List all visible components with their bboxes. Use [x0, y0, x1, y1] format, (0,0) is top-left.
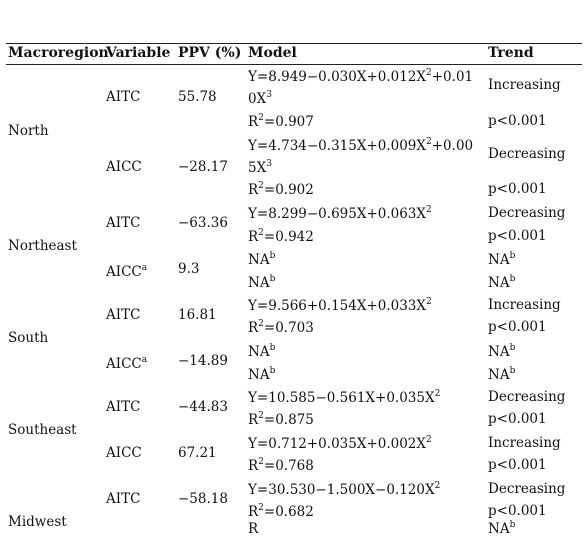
model-equation: Y=0.712+0.035X+0.002X2 — [248, 435, 432, 453]
model-r2: R2=0.907 — [248, 113, 314, 131]
model-equation: Y=8.949−0.030X+0.012X2+0.01 — [248, 68, 474, 86]
header-rule — [6, 64, 582, 65]
header-ppv: PPV (%) — [178, 45, 242, 61]
p-value-cell: p<0.001 — [488, 411, 547, 427]
ppv-cell: −44.83 — [178, 399, 228, 415]
p-value-na: NAb — [488, 366, 516, 384]
variable-cell: AITC — [106, 89, 141, 105]
ppv-cell: 55.78 — [178, 89, 217, 105]
variable-cell: AITC — [106, 399, 141, 415]
model-equation: Y=4.734−0.315X+0.009X2+0.00 — [248, 137, 474, 155]
model-equation: Y=8.299−0.695X+0.063X2 — [248, 205, 432, 223]
trend-cell: Decreasing — [488, 146, 566, 162]
model-equation: Y=30.530−1.500X−0.120X2 — [248, 481, 441, 499]
trend-cell: Increasing — [488, 297, 561, 313]
trend-na-partial: NAb — [488, 520, 516, 538]
trend-cell: Decreasing — [488, 205, 566, 221]
model-equation: Y=10.585−0.561X+0.035X2 — [248, 389, 441, 407]
ppv-cell: 16.81 — [178, 307, 217, 323]
model-partial: R — [248, 521, 259, 537]
trend-cell: Increasing — [488, 77, 561, 93]
model-r2: R2=0.703 — [248, 319, 314, 337]
variable-cell: AITC — [106, 215, 141, 231]
model-r2: R2=0.768 — [248, 457, 314, 475]
trend-cell: Increasing — [488, 435, 561, 451]
trend-na: NAb — [488, 343, 516, 361]
region-label: North — [8, 123, 49, 139]
ppv-cell: 9.3 — [178, 261, 200, 277]
p-value-cell: p<0.001 — [488, 457, 547, 473]
variable-cell: AICCa — [106, 263, 148, 281]
p-value-cell: p<0.001 — [488, 319, 547, 335]
header-macroregion: Macroregion — [8, 45, 109, 61]
variable-cell: AICC — [106, 159, 142, 175]
ppv-cell: −58.18 — [178, 491, 228, 507]
variable-cell: AITC — [106, 307, 141, 323]
variable-cell: AITC — [106, 491, 141, 507]
p-value-cell: p<0.001 — [488, 181, 547, 197]
model-equation-cont: 0X3 — [248, 90, 272, 108]
trend-na: NAb — [488, 251, 516, 269]
header-variable: Variable — [106, 45, 171, 61]
region-label: South — [8, 330, 49, 346]
p-value-cell: p<0.001 — [488, 113, 547, 129]
trend-cell: Decreasing — [488, 389, 566, 405]
ppv-cell: −14.89 — [178, 353, 228, 369]
header-model: Model — [248, 45, 297, 61]
model-na: NAb — [248, 366, 276, 384]
model-r2: R2=0.682 — [248, 503, 314, 521]
region-label: Southeast — [8, 422, 77, 438]
model-equation-cont: 5X3 — [248, 159, 272, 177]
ppv-cell: 67.21 — [178, 445, 217, 461]
p-value-na: NAb — [488, 274, 516, 292]
model-na: NAb — [248, 343, 276, 361]
model-equation: Y=9.566+0.154X+0.033X2 — [248, 297, 432, 315]
p-value-cell: p<0.001 — [488, 503, 547, 519]
variable-cell: AICCa — [106, 355, 148, 373]
region-label: Midwest — [8, 514, 67, 530]
p-value-cell: p<0.001 — [488, 228, 547, 244]
variable-cell: AICC — [106, 445, 142, 461]
ppv-cell: −63.36 — [178, 215, 228, 231]
model-r2: R2=0.902 — [248, 181, 314, 199]
top-rule — [6, 43, 582, 44]
model-na: NAb — [248, 274, 276, 292]
model-na: NAb — [248, 251, 276, 269]
model-r2: R2=0.875 — [248, 411, 314, 429]
header-trend: Trend — [488, 45, 534, 61]
ppv-cell: −28.17 — [178, 159, 228, 175]
model-r2: R2=0.942 — [248, 228, 314, 246]
region-label: Northeast — [8, 238, 77, 254]
trend-cell: Decreasing — [488, 481, 566, 497]
